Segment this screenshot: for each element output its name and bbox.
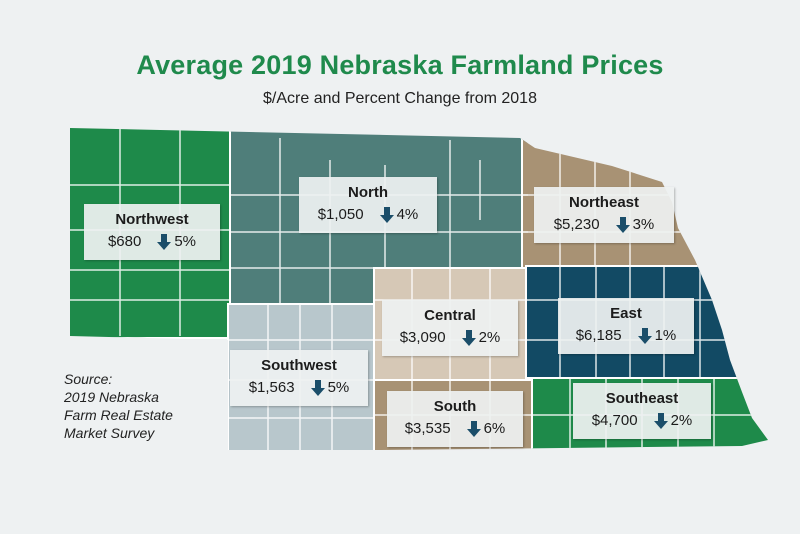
region-label-north: North $1,050 4% (299, 177, 437, 233)
source-line: Farm Real Estate (64, 407, 173, 423)
region-label-central: Central $3,090 2% (382, 300, 518, 356)
region-price: $1,563 (248, 379, 295, 396)
region-change: 2% (670, 412, 693, 429)
down-arrow-icon (466, 420, 481, 437)
region-change: 5% (327, 379, 350, 396)
region-name: East (610, 305, 642, 322)
source-line: Market Survey (64, 425, 155, 441)
region-name: Central (424, 307, 476, 324)
region-price: $5,230 (553, 216, 600, 233)
region-name: Southwest (261, 357, 337, 374)
region-price: $3,535 (404, 420, 451, 437)
down-arrow-icon (379, 206, 394, 223)
region-label-northwest: Northwest $680 5% (84, 204, 220, 260)
down-arrow-icon (157, 233, 172, 250)
source-line: 2019 Nebraska (64, 389, 159, 405)
region-price: $3,090 (399, 329, 446, 346)
region-label-south: South $3,535 6% (387, 391, 523, 447)
down-arrow-icon (637, 327, 652, 344)
region-label-southwest: Southwest $1,563 5% (230, 350, 368, 406)
region-name: Southeast (605, 390, 679, 407)
region-price: $4,700 (591, 412, 638, 429)
source-note: Source: 2019 Nebraska Farm Real Estate M… (64, 370, 173, 442)
down-arrow-icon (310, 379, 325, 396)
region-change: 1% (654, 327, 677, 344)
region-change: 4% (396, 206, 419, 223)
region-change: 2% (478, 329, 501, 346)
down-arrow-icon (653, 412, 668, 429)
region-change: 5% (174, 233, 197, 250)
map-subtitle: $/Acre and Percent Change from 2018 (263, 90, 537, 107)
source-line: Source: (64, 371, 113, 387)
region-name: Northeast (568, 194, 639, 211)
map-title: Average 2019 Nebraska Farmland Prices (136, 50, 664, 80)
region-label-east: East $6,185 1% (558, 298, 694, 354)
region-label-southeast: Southeast $4,700 2% (573, 383, 711, 439)
region-price: $1,050 (317, 206, 364, 223)
region-price: $6,185 (575, 327, 622, 344)
down-arrow-icon (615, 216, 630, 233)
region-change: 3% (632, 216, 655, 233)
region-name: South (433, 398, 477, 415)
region-price: $680 (107, 233, 142, 250)
region-name: Northwest (115, 211, 189, 228)
region-label-northeast: Northeast $5,230 3% (534, 187, 674, 243)
region-name: North (348, 184, 388, 201)
region-change: 6% (483, 420, 506, 437)
down-arrow-icon (461, 329, 476, 346)
